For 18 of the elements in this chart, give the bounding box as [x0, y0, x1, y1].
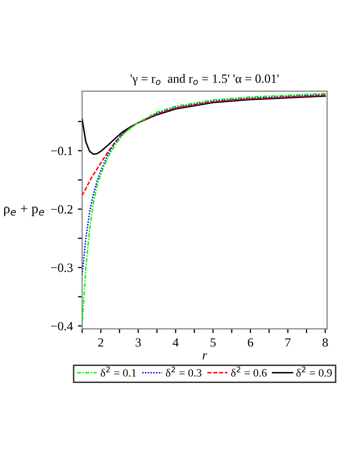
y-axis-title: ρ$_{e}$ + p$_{e}$ [4, 205, 44, 216]
legend-label: δ$^{2}$ = 0.9 [296, 366, 332, 377]
legend-label: δ$^{2}$ = 0.6 [231, 366, 267, 377]
y-tick-label: −0.1 [51, 146, 72, 156]
y-tick-label: −0.4 [51, 322, 73, 330]
x-tick-label: 5 [210, 338, 216, 347]
y-tick-label: −0.2 [51, 205, 72, 214]
y-tick-label: −0.3 [51, 264, 73, 272]
x-tick-label: 3 [136, 338, 141, 347]
x-tick-label: 2 [98, 338, 104, 347]
chart-title: 'γ = r$_{o}$ and r$_{o}$ = 1.5' 'α = 0.01' [130, 74, 279, 86]
legend-label: δ$^{2}$ = 0.1 [100, 366, 136, 377]
x-axis-title: r [202, 353, 208, 360]
legend-label: δ$^{2}$ = 0.3 [166, 366, 202, 377]
x-tick-label: 7 [286, 338, 291, 347]
x-tick-label: 8 [322, 338, 328, 347]
x-tick-label: 4 [172, 338, 179, 347]
x-tick-label: 6 [248, 338, 254, 347]
